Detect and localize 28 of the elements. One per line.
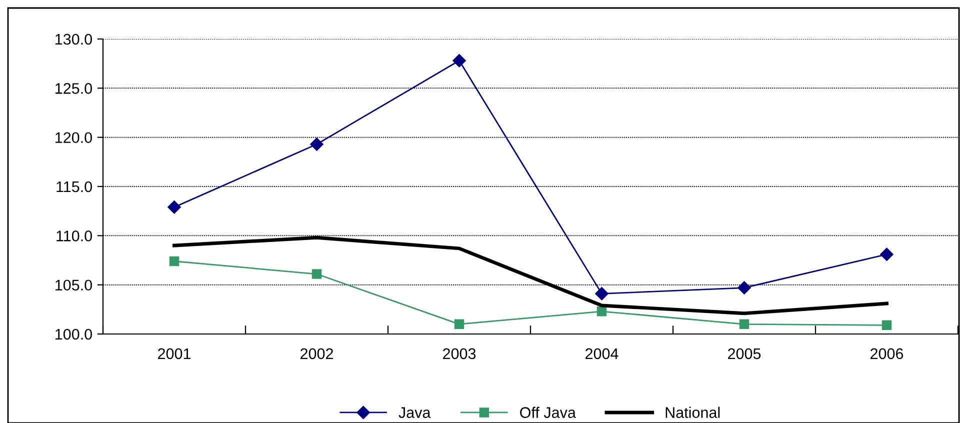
point [452,54,466,68]
x-tick-label: 2006 [870,348,904,360]
y-tick-label: 115.0 [56,181,92,192]
point [880,248,894,261]
point [310,138,324,151]
point [454,319,464,330]
x-tick-label: 2004 [586,348,618,360]
legend-label: Off Java [520,406,576,418]
y-tick-label: 120.0 [56,132,92,144]
legend-label: National [666,406,720,418]
legend-label: Java [398,407,431,418]
point [882,320,892,330]
point [169,256,180,266]
point [738,281,751,294]
y-tick-label: 105.0 [56,280,92,291]
x-tick-label: 2003 [443,348,476,360]
y-tick-label: 130.0 [56,34,92,45]
y-tick-label: 125.0 [56,83,92,94]
point [596,306,607,316]
point [595,287,608,300]
point [168,200,181,214]
y-tick-label: 110.0 [56,230,92,242]
point [739,319,750,330]
x-tick-label: 2005 [728,348,761,360]
y-tick-label: 100.0 [56,328,92,340]
x-tick-label: 2001 [158,348,190,360]
x-tick-label: 2002 [300,348,333,360]
point [312,269,322,279]
